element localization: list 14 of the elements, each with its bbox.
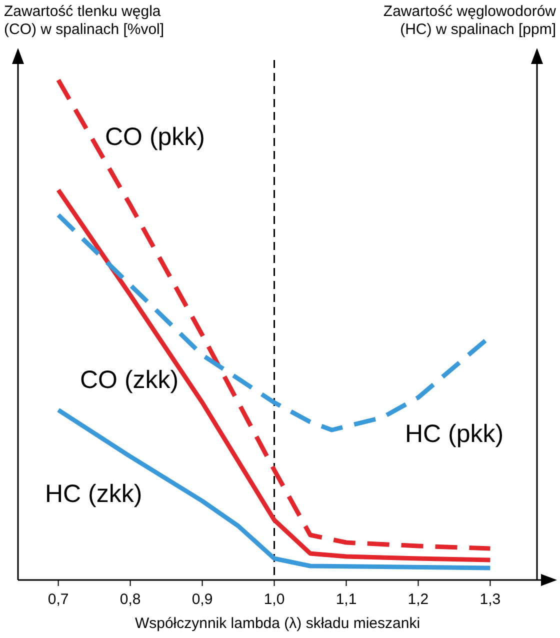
x-tick-label: 1,0 <box>264 591 285 608</box>
x-tick-label: 0,7 <box>48 591 69 608</box>
x-tick-label: 1,3 <box>480 591 501 608</box>
x-tick-label: 1,2 <box>408 591 429 608</box>
y2-axis-title: Zawartość węglowodorów (HC) w spalinach [ppm] <box>383 3 556 38</box>
series-label: HC (zkk) <box>45 480 142 508</box>
series-label: CO (zkk) <box>80 366 179 394</box>
x-tick-label: 0,8 <box>120 591 141 608</box>
series-label: HC (pkk) <box>405 420 504 448</box>
series-label: CO (pkk) <box>105 123 205 151</box>
y-axis-title: Zawartość tlenku węgla (CO) w spalinach [%vol] <box>4 3 164 38</box>
x-tick-label: 0,9 <box>192 591 213 608</box>
x-axis-title: Współczynnik lambda (λ) składu mieszanki <box>134 615 420 632</box>
x-tick-label: 1,1 <box>336 591 357 608</box>
